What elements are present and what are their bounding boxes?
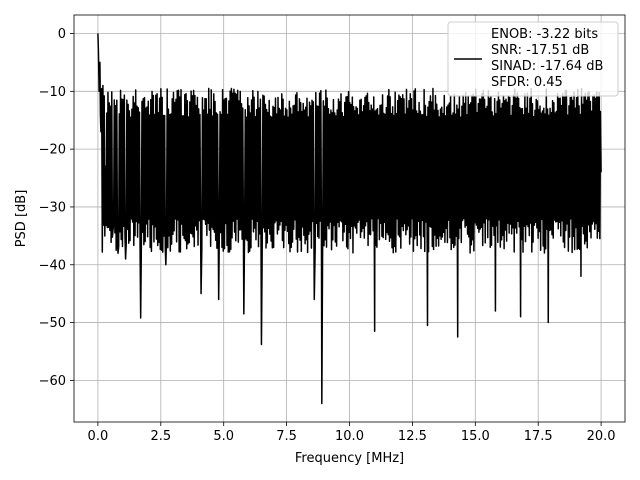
y-tick-label: −40 — [39, 258, 66, 273]
x-tick-label: 20.0 — [587, 429, 616, 444]
y-axis-label: PSD [dB] — [14, 190, 29, 248]
psd-series-line — [97, 33, 602, 405]
legend-entry-line: SFDR: 0.45 — [491, 75, 563, 90]
x-tick-label: 15.0 — [461, 429, 490, 444]
x-axis-ticks: 0.0 2.5 5.0 7.5 10.0 12.5 15.0 17.5 20.0 — [88, 422, 616, 444]
y-tick-label: −10 — [39, 85, 66, 100]
x-tick-label: 17.5 — [524, 429, 553, 444]
y-tick-label: 0 — [58, 27, 66, 42]
x-tick-label: 7.5 — [276, 429, 297, 444]
legend-entry-line: SNR: -17.51 dB — [491, 43, 589, 58]
x-tick-label: 12.5 — [398, 429, 427, 444]
y-tick-label: −30 — [39, 200, 66, 215]
x-tick-label: 0.0 — [88, 429, 109, 444]
legend-box — [447, 21, 619, 97]
x-tick-label: 2.5 — [150, 429, 171, 444]
y-tick-label: −60 — [39, 374, 66, 389]
x-tick-label: 10.0 — [335, 429, 364, 444]
series-layer — [97, 33, 602, 405]
legend-entry-line: SINAD: -17.64 dB — [491, 59, 603, 74]
y-axis-ticks: 0 −10 −20 −30 −40 −50 −60 — [39, 27, 74, 389]
x-tick-label: 5.0 — [213, 429, 234, 444]
y-tick-label: −20 — [39, 143, 66, 158]
y-tick-label: −50 — [39, 316, 66, 331]
legend-entry-line: ENOB: -3.22 bits — [491, 27, 598, 42]
x-axis-label: Frequency [MHz] — [295, 451, 404, 466]
